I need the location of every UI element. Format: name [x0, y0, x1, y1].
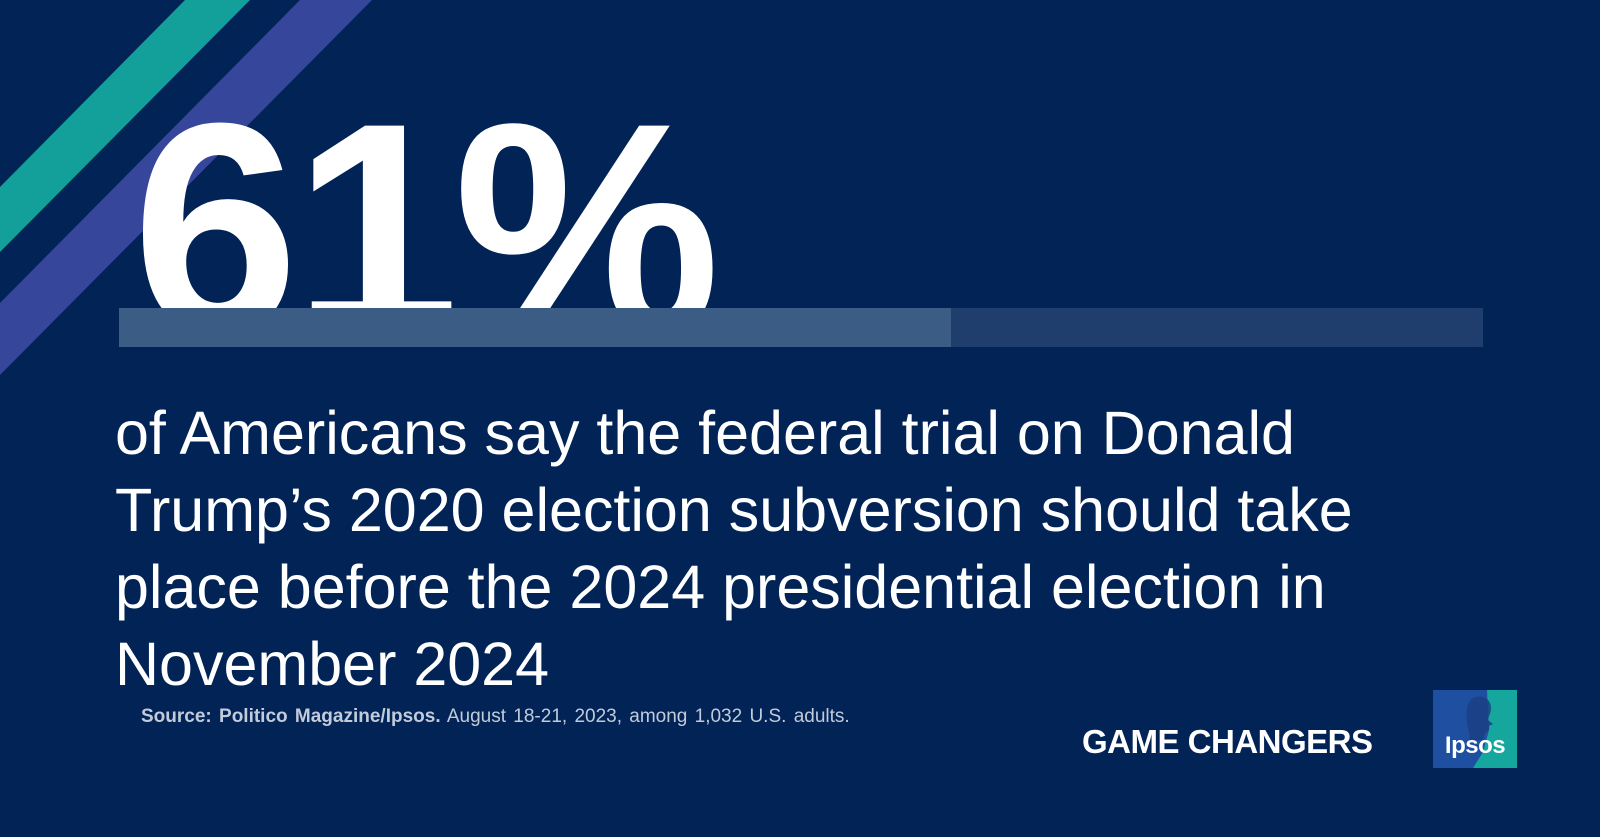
ipsos-logo-icon: [1433, 690, 1517, 768]
tagline: GAME CHANGERS: [1082, 723, 1373, 760]
logo-text: Ipsos: [1444, 732, 1506, 759]
decorative-stripes: [0, 0, 372, 375]
headline: of Americans say the federal trial on Do…: [115, 399, 1353, 698]
progress-bar: [119, 308, 1483, 347]
ipsos-logo: Ipsos: [1433, 690, 1517, 768]
source-detail: August 18-21, 2023, among 1,032 U.S. adu…: [440, 706, 850, 727]
blue-stripe: [0, 0, 372, 375]
progress-bar-fill: [119, 308, 952, 347]
source-label: Source: Politico Magazine/Ipsos.: [141, 706, 441, 727]
teal-stripe: [0, 0, 250, 252]
source-note: Source: Politico Magazine/Ipsos. August …: [141, 704, 861, 729]
